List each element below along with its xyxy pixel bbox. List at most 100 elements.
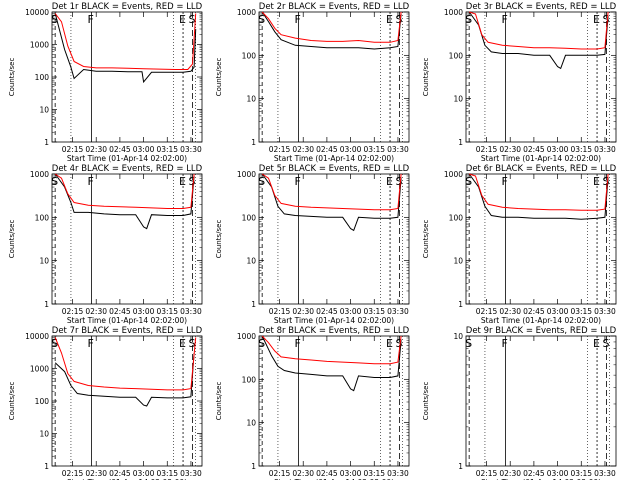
plot-frame — [258, 11, 410, 143]
x-axis-label: Start Time (01-Apr-14 02:02:00) — [274, 154, 394, 163]
marker-label-s: S — [465, 337, 472, 350]
x-tick-label: 03:00 — [340, 469, 362, 478]
x-tick-label: 02:30 — [85, 469, 107, 478]
x-tick-label: 02:30 — [85, 307, 107, 316]
marker-label-e: E — [386, 175, 393, 188]
panel-7: Det 7r BLACK = Events, RED = LLD 1 10 100 10… — [8, 326, 203, 480]
x-tick-label: 02:45 — [523, 145, 545, 154]
plot-frame — [51, 173, 203, 305]
marker-label-s: S — [51, 337, 58, 350]
panel-title: Det 4r BLACK = Events, RED = LLD — [52, 164, 203, 174]
x-axis-label: Start Time (01-Apr-14 02:02:00) — [274, 478, 394, 480]
marker-label-s: S — [258, 175, 265, 188]
panel-6: Det 6r BLACK = Events, RED = LLD 1 10 100 10… — [422, 164, 617, 325]
y-tick-label: 100 — [242, 375, 257, 384]
x-axis-label: Start Time (01-Apr-14 02:02:00) — [67, 154, 187, 163]
x-tick-label: 03:30 — [180, 307, 202, 316]
series-black — [261, 173, 402, 232]
y-axis-label: Counts/sec — [8, 58, 16, 97]
series-black — [54, 352, 195, 407]
marker-label-e: E — [593, 175, 600, 188]
marker-label-e: E — [593, 337, 600, 350]
y-axis-label: Counts/sec — [215, 58, 223, 97]
x-tick-label: 03:15 — [570, 469, 592, 478]
series-black — [54, 13, 197, 84]
x-tick-label: 02:15 — [62, 469, 84, 478]
x-tick-label: 02:15 — [476, 307, 498, 316]
y-tick-label: 10 — [39, 106, 49, 115]
x-tick-label: 02:30 — [292, 145, 314, 154]
x-tick-label: 03:00 — [547, 307, 569, 316]
x-tick-label: 03:15 — [156, 469, 178, 478]
series-red — [54, 337, 197, 391]
series-black — [468, 11, 609, 70]
marker-label-e: E — [179, 13, 186, 26]
x-tick-label: 02:15 — [476, 145, 498, 154]
y-tick-label: 10 — [39, 257, 49, 266]
y-tick-label: 10000 — [25, 8, 49, 17]
x-tick-label: 03:30 — [594, 469, 616, 478]
x-tick-label: 03:30 — [594, 307, 616, 316]
x-tick-label: 02:45 — [109, 145, 131, 154]
y-tick-label: 1000 — [30, 170, 49, 179]
y-tick-label: 10000 — [25, 332, 49, 341]
x-tick-label: 02:30 — [499, 145, 521, 154]
x-tick-label: 02:45 — [316, 307, 338, 316]
y-tick-label: 100 — [242, 51, 257, 60]
y-tick-label: 1000 — [444, 170, 463, 179]
panel-title: Det 9r BLACK = Events, RED = LLD — [466, 326, 617, 336]
plot-frame — [465, 11, 617, 143]
y-axis-label: Counts/sec — [215, 220, 223, 259]
marker-label-s: S — [465, 175, 472, 188]
marker-label-f: F — [501, 13, 507, 26]
panel-title: Det 1r BLACK = Events, RED = LLD — [52, 2, 203, 12]
series-red — [469, 173, 609, 211]
y-axis-label: Counts/sec — [215, 382, 223, 421]
x-tick-label: 02:45 — [523, 469, 545, 478]
y-tick-label: 10 — [453, 257, 463, 266]
series-red — [54, 173, 195, 209]
x-tick-label: 02:15 — [62, 307, 84, 316]
y-tick-label: 1000 — [237, 8, 256, 17]
marker-label-s: S — [51, 175, 58, 188]
y-tick-label: 10 — [39, 430, 49, 439]
marker-label-s: S — [396, 13, 403, 26]
x-axis-label: Start Time (01-Apr-14 02:02:00) — [67, 316, 187, 325]
marker-label-s: S — [258, 13, 265, 26]
x-tick-label: 03:00 — [547, 145, 569, 154]
marker-label-s: S — [258, 337, 265, 350]
x-tick-label: 02:45 — [109, 307, 131, 316]
panel-3: Det 3r BLACK = Events, RED = LLD 1 10 100 10… — [422, 2, 617, 163]
x-tick-label: 03:30 — [180, 469, 202, 478]
series-red — [261, 335, 402, 365]
marker-label-s: S — [396, 175, 403, 188]
panel-5: Det 5r BLACK = Events, RED = LLD 1 10 100 10… — [215, 164, 410, 325]
x-axis-label: Start Time (01-Apr-14 02:02:00) — [274, 316, 394, 325]
x-axis-label: Start Time (01-Apr-14 02:02:00) — [481, 478, 601, 480]
panel-title: Det 2r BLACK = Events, RED = LLD — [259, 2, 410, 12]
y-tick-label: 1 — [44, 462, 49, 471]
x-tick-label: 03:15 — [363, 145, 385, 154]
y-tick-label: 1 — [458, 300, 463, 309]
plot-frame — [465, 173, 617, 305]
panel-title: Det 7r BLACK = Events, RED = LLD — [52, 326, 203, 336]
marker-label-f: F — [87, 337, 93, 350]
y-tick-label: 1000 — [444, 8, 463, 17]
series-red — [54, 13, 197, 70]
x-tick-label: 02:30 — [499, 469, 521, 478]
y-tick-label: 1000 — [30, 41, 49, 50]
marker-label-f: F — [294, 13, 300, 26]
marker-label-e: E — [593, 13, 600, 26]
y-tick-label: 10 — [453, 95, 463, 104]
marker-label-e: E — [386, 337, 393, 350]
marker-label-s: S — [603, 337, 610, 350]
panel-title: Det 8r BLACK = Events, RED = LLD — [259, 326, 410, 336]
marker-label-f: F — [501, 337, 507, 350]
x-axis-label: Start Time (01-Apr-14 02:02:00) — [481, 154, 601, 163]
x-tick-label: 02:45 — [109, 469, 131, 478]
y-tick-label: 10 — [453, 332, 463, 341]
y-tick-label: 1000 — [30, 365, 49, 374]
plot-frame — [51, 335, 203, 467]
y-tick-label: 1000 — [237, 170, 256, 179]
